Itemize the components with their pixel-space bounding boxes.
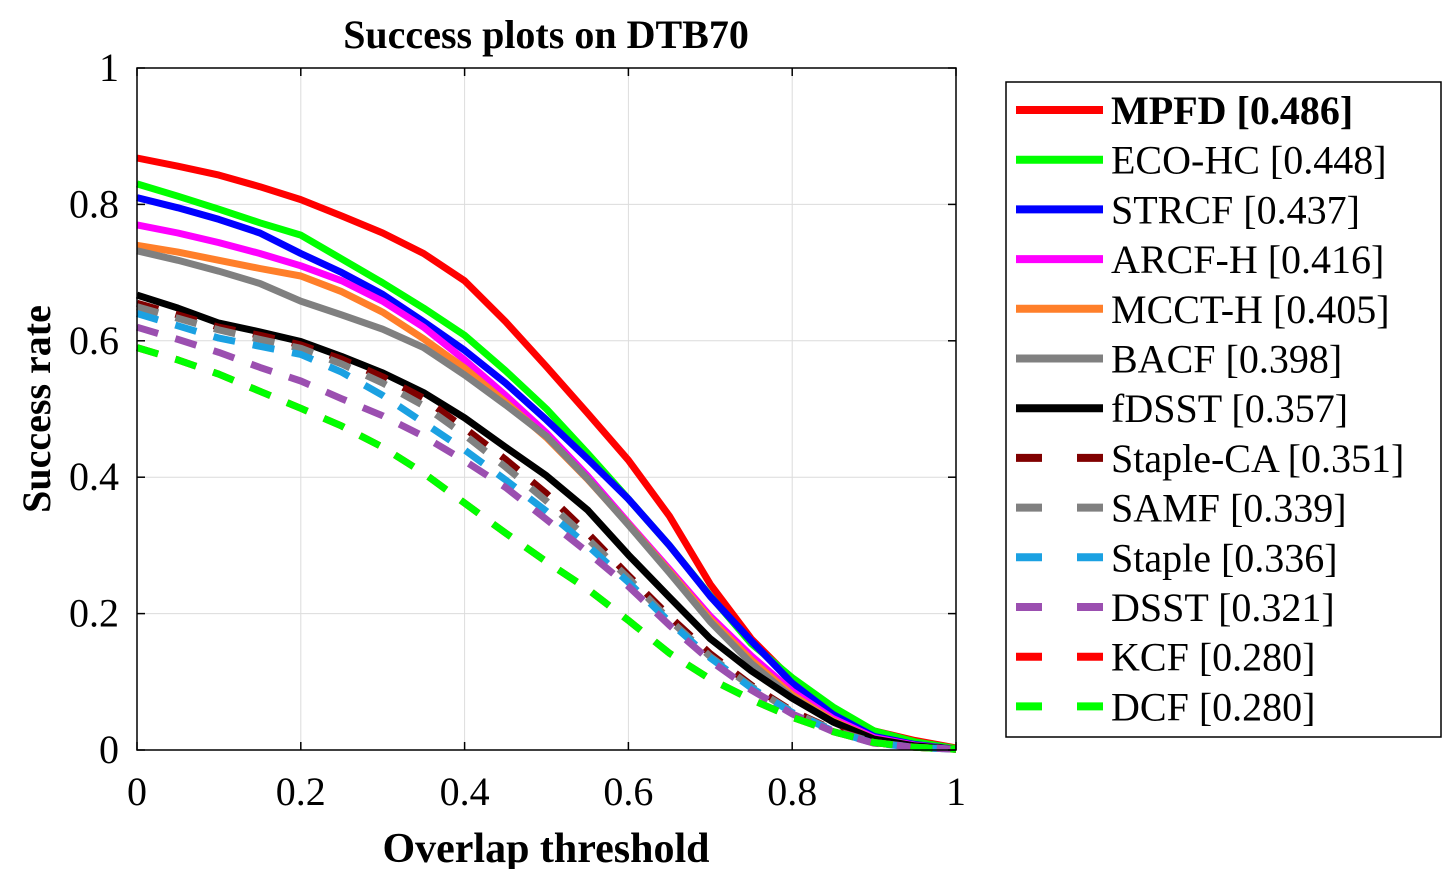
legend-label-9: Staple [0.336] — [1111, 535, 1338, 580]
x-tick-label: 0.6 — [603, 769, 653, 814]
legend-label-3: ARCF-H [0.416] — [1111, 237, 1384, 282]
x-tick-label: 0.2 — [276, 769, 326, 814]
series-line-10 — [135, 323, 957, 753]
legend-label-1: ECO-HC [0.448] — [1111, 138, 1387, 183]
legend-label-2: STRCF [0.437] — [1111, 187, 1360, 232]
legend-label-10: DSST [0.321] — [1111, 585, 1335, 630]
x-tick-label: 1 — [946, 769, 966, 814]
x-tick-label: 0.4 — [440, 769, 490, 814]
series-line-2 — [136, 194, 957, 753]
y-tick-label: 0.6 — [69, 318, 119, 363]
y-tick-label: 0.8 — [69, 181, 119, 226]
axes-layer: 0 0.2 0.4 0.6 0.8 1 0 0.2 0.4 0.6 0.8 1 — [69, 45, 966, 814]
series-line-1 — [135, 180, 957, 753]
legend-label-11: KCF [0.280] — [1111, 635, 1315, 680]
plot-frame — [136, 67, 957, 751]
y-tick-label: 1 — [99, 45, 119, 90]
x-axis-label: Overlap threshold — [382, 826, 709, 869]
y-tick-label: 0 — [99, 727, 119, 772]
legend-label-7: Staple-CA [0.351] — [1111, 436, 1404, 481]
legend-label-8: SAMF [0.339] — [1111, 486, 1347, 531]
chart-title: Success plots on DTB70 — [343, 12, 749, 57]
y-tick-label: 0.4 — [69, 454, 119, 499]
legend-label-0: MPFD [0.486] — [1111, 88, 1353, 133]
legend-label-12: DCF [0.280] — [1111, 684, 1315, 729]
legend-label-5: BACF [0.398] — [1111, 337, 1342, 382]
legend-label-4: MCCT-H [0.405] — [1111, 287, 1390, 332]
x-tick-label: 0 — [127, 769, 147, 814]
series-layer — [135, 154, 957, 753]
x-tick-label: 0.8 — [767, 769, 817, 814]
y-axis-label: Success rate — [14, 305, 59, 513]
y-tick-label: 0.2 — [69, 591, 119, 636]
legend-label-6: fDSST [0.357] — [1111, 386, 1348, 431]
legend: MPFD [0.486] ECO-HC [0.448]STRCF [0.437] A… — [1005, 81, 1442, 738]
series-line-9 — [135, 310, 957, 753]
